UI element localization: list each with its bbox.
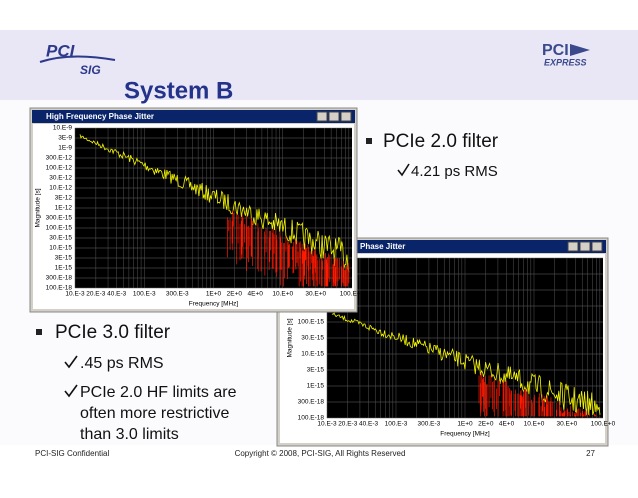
window: High Frequency Phase Jitter 10.E-9 3E-9 1E-…: [29, 107, 365, 313]
y-tick-label: 100.E-15: [298, 319, 325, 326]
y-tick-label: 300.E-15: [46, 215, 73, 222]
logo-arrow: [570, 44, 590, 56]
x-tick-label: 20.E-3: [338, 421, 358, 428]
x-tick-label: 100.E-3: [385, 421, 408, 428]
logo-text: PCI: [542, 42, 569, 59]
bullet-item: often more restrictive: [80, 405, 229, 422]
window-button-max[interactable]: [328, 111, 340, 122]
y-tick-label: 100.E-12: [46, 165, 73, 172]
title-bar: [32, 110, 355, 123]
y-tick-label: 1E-9: [58, 145, 72, 152]
x-tick-label: 30.E+0: [305, 291, 326, 298]
y-tick-label: 100.E-18: [298, 415, 325, 422]
checkmark: [397, 163, 410, 177]
y-axis-label: Magnitude [s]: [35, 188, 42, 227]
x-axis-label: Frequency [MHz]: [189, 301, 239, 308]
logo-text: PCI: [46, 41, 76, 60]
y-tick-label: 30.E-12: [49, 175, 72, 182]
x-tick-label: 1E+0: [457, 421, 473, 428]
window-button-max[interactable]: [579, 241, 591, 252]
window-button-min[interactable]: [316, 111, 328, 122]
window-title: Phase Jitter: [360, 242, 405, 251]
x-tick-label: 2E+0: [227, 291, 243, 298]
slide-title: System B: [124, 77, 233, 104]
title-bar: [279, 240, 606, 253]
bullet-heading: PCIe 2.0 filter: [383, 131, 499, 152]
checkmark: [64, 384, 78, 398]
logo-right: PCI EXPRESS: [542, 42, 590, 67]
window-title: High Frequency Phase Jitter: [46, 112, 154, 121]
x-tick-label: 2E+0: [478, 421, 494, 428]
x-tick-label: 1E+0: [206, 291, 222, 298]
x-tick-label: 20.E-3: [86, 291, 106, 298]
bullet-item: 4.21 ps RMS: [411, 163, 498, 180]
y-tick-label: 10.E-15: [301, 351, 324, 358]
y-tick-label: 300.E-12: [46, 155, 73, 162]
logo-swoosh: [39, 55, 116, 63]
bullet-item: .45 ps RMS: [80, 355, 164, 372]
y-tick-label: 3E-12: [55, 195, 73, 202]
logo-left: PCI SIG: [39, 41, 116, 77]
y-tick-label: 10.E-9: [53, 125, 73, 132]
y-tick-label: 3E-15: [55, 255, 73, 262]
bullet-heading: PCIe 3.0 filter: [55, 322, 171, 343]
bullet: [36, 329, 42, 335]
y-tick-label: 1E-15: [55, 265, 73, 272]
window-button-close[interactable]: [340, 111, 352, 122]
logo-text: SIG: [80, 63, 101, 77]
y-tick-label: 1E-15: [307, 383, 325, 390]
y-tick-label: 300.E-18: [298, 399, 325, 406]
y-tick-label: 30.E-15: [49, 235, 72, 242]
yellow-trace: [79, 134, 350, 273]
x-tick-label: 10.E-3: [65, 291, 85, 298]
x-tick-label: 40.E-3: [359, 421, 379, 428]
y-axis-label: Magnitude [s]: [287, 318, 294, 357]
bullet-item: than 3.0 limits: [80, 426, 179, 443]
y-tick-label: 1E-12: [55, 205, 73, 212]
x-tick-label: 10.E+0: [524, 421, 545, 428]
x-tick-label: 100.E+0: [340, 291, 365, 298]
x-tick-label: 100.E-3: [133, 291, 156, 298]
y-tick-label: 100.E-18: [46, 285, 73, 292]
y-tick-label: 30.E-15: [301, 335, 324, 342]
x-tick-label: 10.E+0: [272, 291, 293, 298]
x-tick-label: 10.E-3: [317, 421, 337, 428]
x-axis-label: Frequency [MHz]: [440, 431, 490, 438]
x-tick-label: 4E+0: [499, 421, 515, 428]
logo-text: EXPRESS: [544, 57, 587, 67]
bullet: [366, 138, 372, 144]
x-tick-label: 40.E-3: [107, 291, 127, 298]
y-tick-label: 10.E-12: [49, 185, 72, 192]
x-tick-label: 100.E+0: [591, 421, 616, 428]
bullet-item: PCIe 2.0 HF limits are: [80, 384, 237, 401]
x-tick-label: 300.E-3: [418, 421, 441, 428]
footer-left: PCI-SIG Confidential: [35, 449, 109, 458]
x-tick-label: 300.E-3: [166, 291, 189, 298]
page-number: 27: [586, 449, 595, 458]
header-band: [0, 30, 638, 100]
footer-center: Copyright © 2008, PCI-SIG, All Rights Re…: [235, 449, 406, 458]
window-button-min[interactable]: [567, 241, 579, 252]
yellow-trace: [331, 312, 601, 415]
y-tick-label: 3E-9: [58, 135, 72, 142]
y-tick-label: 300.E-18: [46, 275, 73, 282]
y-tick-label: 100.E-15: [46, 225, 73, 232]
y-tick-label: 3E-15: [307, 367, 325, 374]
checkmark: [64, 355, 78, 369]
x-tick-label: 30.E+0: [557, 421, 578, 428]
x-tick-label: 4E+0: [248, 291, 264, 298]
y-tick-label: 10.E-15: [49, 245, 72, 252]
window-button-close[interactable]: [591, 241, 603, 252]
